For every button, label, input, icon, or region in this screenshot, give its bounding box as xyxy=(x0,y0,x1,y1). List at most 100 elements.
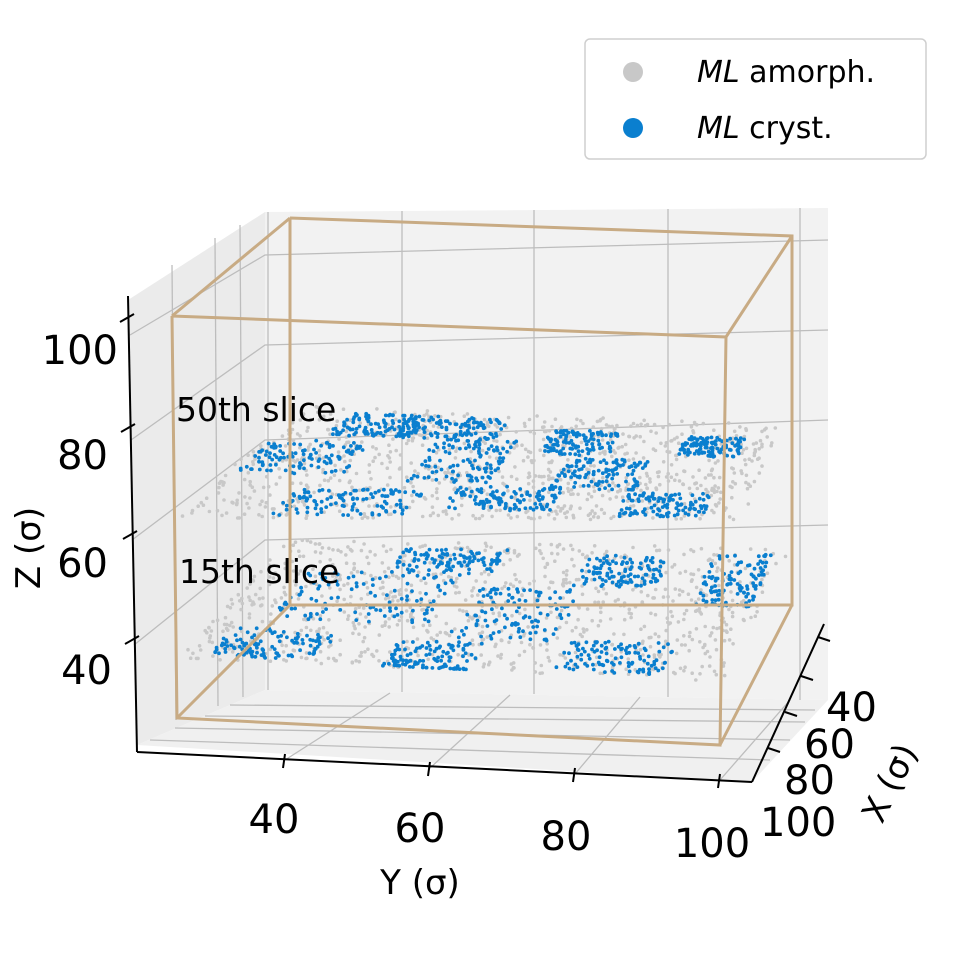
amorph-point xyxy=(197,644,202,648)
cryst-point xyxy=(693,513,698,518)
amorph-point xyxy=(528,498,532,503)
cryst-point xyxy=(647,498,652,503)
amorph-point xyxy=(198,648,203,652)
amorph-point xyxy=(719,442,724,446)
cryst-point xyxy=(551,499,556,504)
cryst-point xyxy=(297,593,302,597)
amorph-point xyxy=(388,650,392,654)
cryst-point xyxy=(466,439,471,443)
cryst-point xyxy=(426,475,431,480)
amorph-point xyxy=(506,513,511,517)
cryst-point xyxy=(475,487,480,492)
amorph-point xyxy=(552,517,557,521)
cryst-point xyxy=(493,468,498,473)
amorph-point xyxy=(620,495,625,500)
cryst-point xyxy=(276,634,280,639)
cryst-point xyxy=(448,421,452,426)
cryst-point xyxy=(619,508,624,512)
amorph-point xyxy=(747,457,752,462)
cryst-point xyxy=(406,426,411,431)
amorph-point xyxy=(357,659,362,664)
cryst-point xyxy=(292,471,297,476)
amorph-point xyxy=(402,485,407,490)
amorph-point xyxy=(687,486,692,491)
cryst-point xyxy=(600,433,605,438)
amorph-point xyxy=(482,417,487,422)
amorph-point xyxy=(328,586,332,590)
cryst-point xyxy=(371,495,375,500)
cryst-point xyxy=(278,449,283,453)
amorph-point xyxy=(429,636,434,640)
amorph-point xyxy=(550,551,554,556)
cryst-point xyxy=(403,490,408,495)
cryst-point xyxy=(337,455,342,460)
amorph-point xyxy=(248,483,252,487)
cryst-point xyxy=(629,464,634,469)
cryst-point xyxy=(651,491,655,496)
cryst-point xyxy=(397,419,402,424)
cryst-point xyxy=(340,496,344,501)
amorph-point xyxy=(692,420,697,425)
amorph-point xyxy=(564,515,569,520)
cryst-point xyxy=(606,468,611,472)
cryst-point xyxy=(352,441,356,445)
cryst-point xyxy=(677,492,682,496)
cryst-point xyxy=(486,447,491,451)
cryst-point xyxy=(582,581,587,586)
cryst-point xyxy=(348,492,353,496)
amorph-point xyxy=(483,441,488,446)
amorph-point xyxy=(652,596,656,600)
cryst-point xyxy=(707,570,712,574)
amorph-point xyxy=(568,506,573,511)
cryst-point xyxy=(633,492,637,497)
amorph-point xyxy=(342,597,347,602)
cryst-point xyxy=(633,509,637,513)
cryst-point xyxy=(462,555,467,559)
amorph-point xyxy=(322,478,327,483)
amorph-point xyxy=(728,484,732,489)
cryst-point xyxy=(489,432,494,437)
cryst-point xyxy=(630,660,635,665)
cryst-point xyxy=(450,476,454,481)
amorph-point xyxy=(680,419,684,424)
amorph-point xyxy=(437,481,442,485)
amorph-point xyxy=(235,516,240,520)
grid-line xyxy=(229,704,816,711)
cryst-point xyxy=(611,574,616,579)
cryst-point xyxy=(295,511,300,515)
amorph-point xyxy=(248,496,252,500)
amorph-point xyxy=(564,620,569,625)
amorph-point xyxy=(188,656,193,660)
amorph-point xyxy=(600,493,605,498)
cryst-point xyxy=(461,459,466,463)
cryst-point xyxy=(702,441,706,446)
amorph-point xyxy=(602,511,607,515)
amorph-point xyxy=(284,643,289,648)
cryst-point xyxy=(646,495,651,499)
amorph-point xyxy=(682,668,686,673)
amorph-point xyxy=(561,578,566,582)
amorph-point xyxy=(399,615,404,619)
cryst-point xyxy=(535,624,539,629)
amorph-point xyxy=(208,636,212,640)
amorph-point xyxy=(386,596,391,600)
amorph-point xyxy=(375,407,379,411)
left-pane xyxy=(128,212,265,745)
amorph-point xyxy=(538,671,542,676)
amorph-point xyxy=(333,463,337,468)
amorph-point xyxy=(569,488,574,492)
cryst-point xyxy=(718,450,722,455)
cryst-point xyxy=(481,560,486,565)
amorph-point xyxy=(345,469,349,474)
cryst-point xyxy=(575,654,580,659)
amorph-point xyxy=(397,589,401,593)
cryst-point xyxy=(407,563,412,568)
cryst-point xyxy=(233,633,238,637)
cryst-point xyxy=(593,482,598,487)
cryst-point xyxy=(523,506,528,511)
amorph-point xyxy=(620,444,624,449)
cryst-point xyxy=(401,573,405,578)
cryst-point xyxy=(614,433,619,437)
amorph-point xyxy=(385,483,390,487)
amorph-point xyxy=(422,413,427,418)
